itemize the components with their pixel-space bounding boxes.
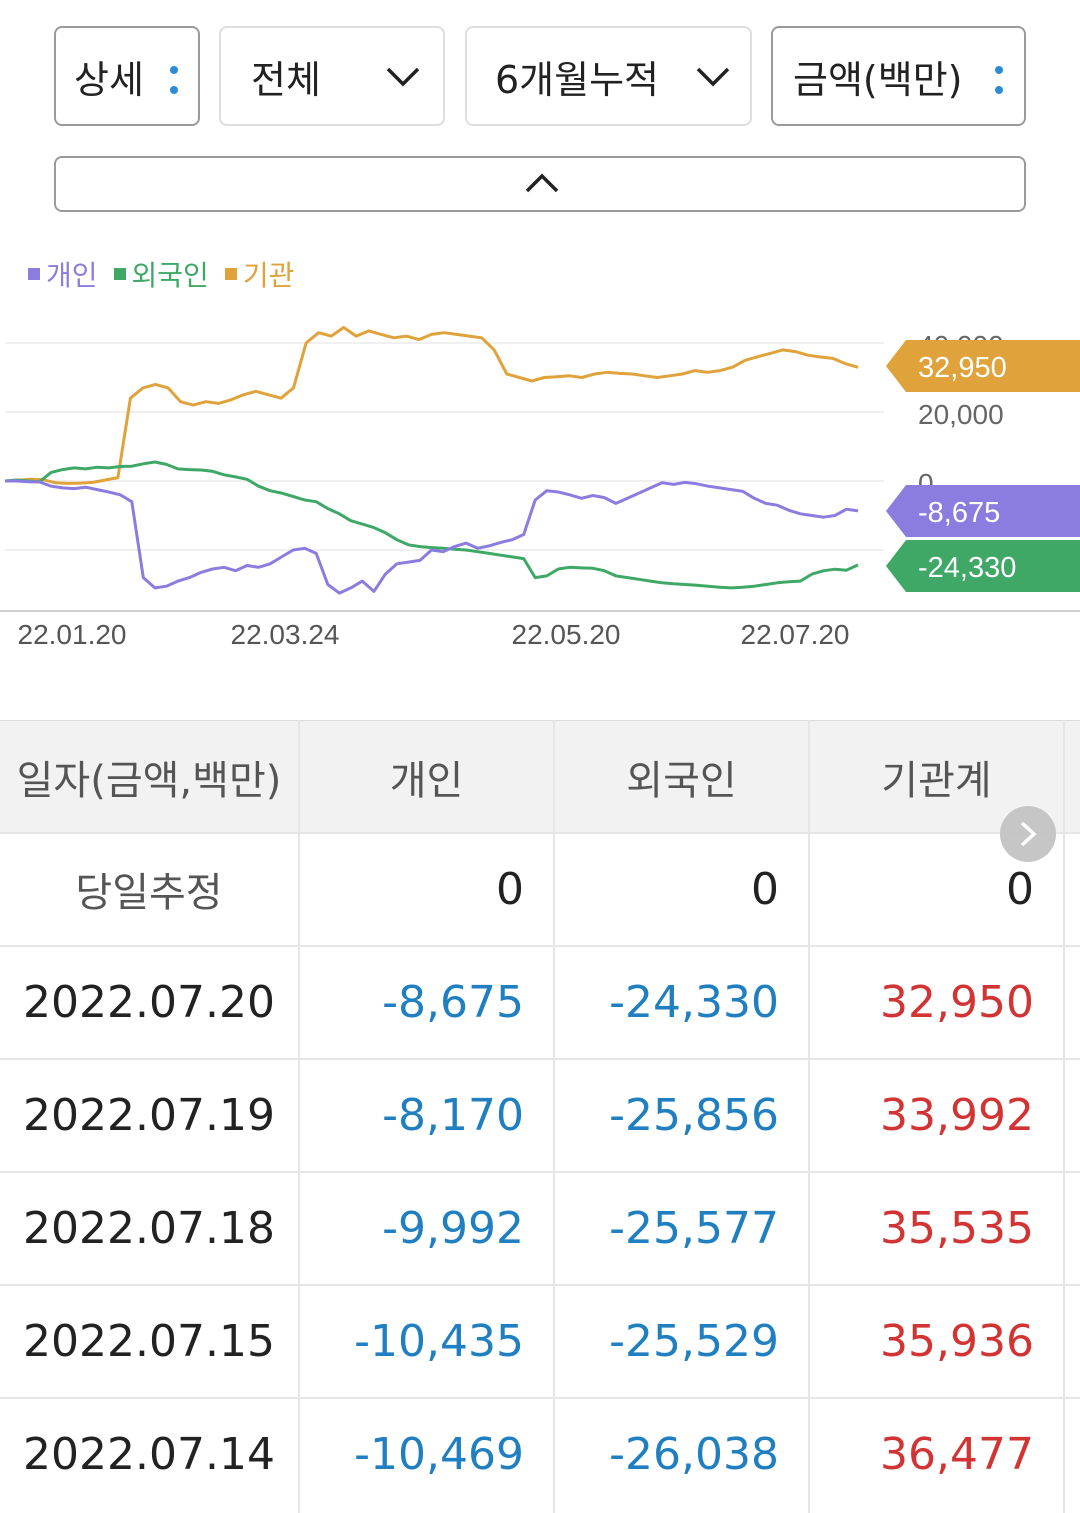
chart-legend: 개인 외국인 기관 (28, 254, 310, 294)
row-date: 2022.07.15 (23, 1315, 275, 1367)
series-line-individual (5, 479, 859, 595)
end-value-tag-bg (886, 340, 1080, 392)
series-line-foreign (4, 460, 859, 590)
row-date: 2022.07.14 (23, 1428, 275, 1480)
row-foreign: -25,529 (609, 1315, 779, 1367)
header-foreign: 외국인 (626, 757, 737, 804)
row-foreign: -25,856 (609, 1089, 779, 1141)
row-individual: -9,992 (382, 1202, 524, 1254)
header-individual: 개인 (389, 757, 464, 804)
y-tick-label: 20,000 (918, 399, 1004, 430)
row-date: 당일추정 (75, 870, 223, 916)
legend-label: 외국인 (131, 259, 209, 292)
unit-select-label: 금액(백만) (793, 57, 963, 102)
scope-select-label: 전체 (251, 57, 321, 102)
legend-item-foreign: 외국인 (113, 254, 209, 294)
row-institution: 35,535 (880, 1202, 1034, 1254)
row-date: 2022.07.20 (23, 976, 275, 1028)
row-date: 2022.07.18 (23, 1202, 275, 1254)
row-individual: -8,675 (382, 976, 524, 1028)
scope-select[interactable]: 전체 (219, 26, 445, 126)
column-divider (808, 720, 810, 1513)
x-tick-label: 22.01.20 (18, 619, 127, 650)
scroll-right-button[interactable] (1000, 806, 1056, 862)
row-institution: 36,477 (880, 1428, 1034, 1480)
row-institution: 0 (1006, 863, 1034, 915)
legend-item-individual: 개인 (28, 254, 98, 294)
chevron-down-icon (386, 67, 420, 87)
x-tick-label: 22.07.20 (741, 619, 850, 650)
row-individual: 0 (496, 863, 524, 915)
legend-item-institution: 기관 (224, 254, 295, 294)
filter-bar: 상세 전체 6개월누적 금액(백만) (54, 26, 1026, 128)
end-value-tag-institution: 32,950 (886, 340, 1080, 392)
table-row: 2022.07.19 -8,170 -25,856 33,992 (0, 1058, 1080, 1170)
period-select[interactable]: 6개월누적 (465, 26, 752, 126)
chevron-up-icon (525, 173, 559, 193)
end-value-label: -24,330 (918, 552, 1016, 584)
row-institution: 32,950 (880, 976, 1034, 1028)
row-foreign: -25,577 (609, 1202, 779, 1254)
unit-select[interactable]: 금액(백만) (771, 26, 1026, 126)
column-divider (553, 720, 555, 1513)
chevron-right-icon (1020, 821, 1037, 847)
table-row: 2022.07.20 -8,675 -24,330 32,950 (0, 945, 1080, 1057)
legend-label: 기관 (242, 259, 295, 292)
detail-select-label: 상세 (74, 57, 144, 102)
row-individual: -8,170 (382, 1089, 524, 1141)
table-row: 2022.07.14 -10,469 -26,038 36,477 (0, 1397, 1080, 1509)
x-tick-label: 22.03.24 (231, 619, 340, 650)
series-line-institution (4, 326, 859, 485)
x-tick-label: 22.05.20 (512, 619, 621, 650)
row-foreign: 0 (751, 863, 779, 915)
table-row: 당일추정 0 0 0 (0, 832, 1080, 944)
table-row: 2022.07.15 -10,435 -25,529 35,936 (0, 1284, 1080, 1396)
column-divider (1063, 720, 1065, 1513)
row-institution: 33,992 (880, 1089, 1034, 1141)
row-individual: -10,469 (354, 1428, 524, 1480)
detail-select[interactable]: 상세 (54, 26, 200, 126)
column-divider (298, 720, 300, 1513)
header-date: 일자(금액,백만) (16, 757, 282, 804)
legend-swatch (28, 268, 40, 280)
end-value-label: -8,675 (918, 497, 1000, 529)
end-value-tag-bg (886, 540, 1080, 592)
row-individual: -10,435 (354, 1315, 524, 1367)
end-value-label: 32,950 (918, 352, 1007, 384)
legend-swatch (224, 268, 237, 280)
row-date: 2022.07.19 (23, 1089, 275, 1141)
table-row: 2022.07.18 -9,992 -25,577 35,535 (0, 1171, 1080, 1283)
collapse-button[interactable] (54, 156, 1026, 212)
row-institution: 35,936 (880, 1315, 1034, 1367)
more-options-icon (170, 66, 178, 98)
row-foreign: -26,038 (609, 1428, 779, 1480)
end-value-tag-bg (886, 485, 1080, 537)
header-institution: 기관계 (881, 757, 992, 804)
period-select-label: 6개월누적 (495, 57, 660, 102)
more-options-icon (995, 66, 1003, 98)
table-header-row: 일자(금액,백만) 개인 외국인 기관계 (0, 720, 1080, 832)
end-value-tag-individual: -8,675 (886, 485, 1080, 537)
row-foreign: -24,330 (609, 976, 779, 1028)
legend-swatch (113, 268, 126, 280)
chevron-down-icon (696, 67, 730, 87)
legend-label: 개인 (46, 259, 98, 292)
end-value-tag-foreign: -24,330 (886, 540, 1080, 592)
